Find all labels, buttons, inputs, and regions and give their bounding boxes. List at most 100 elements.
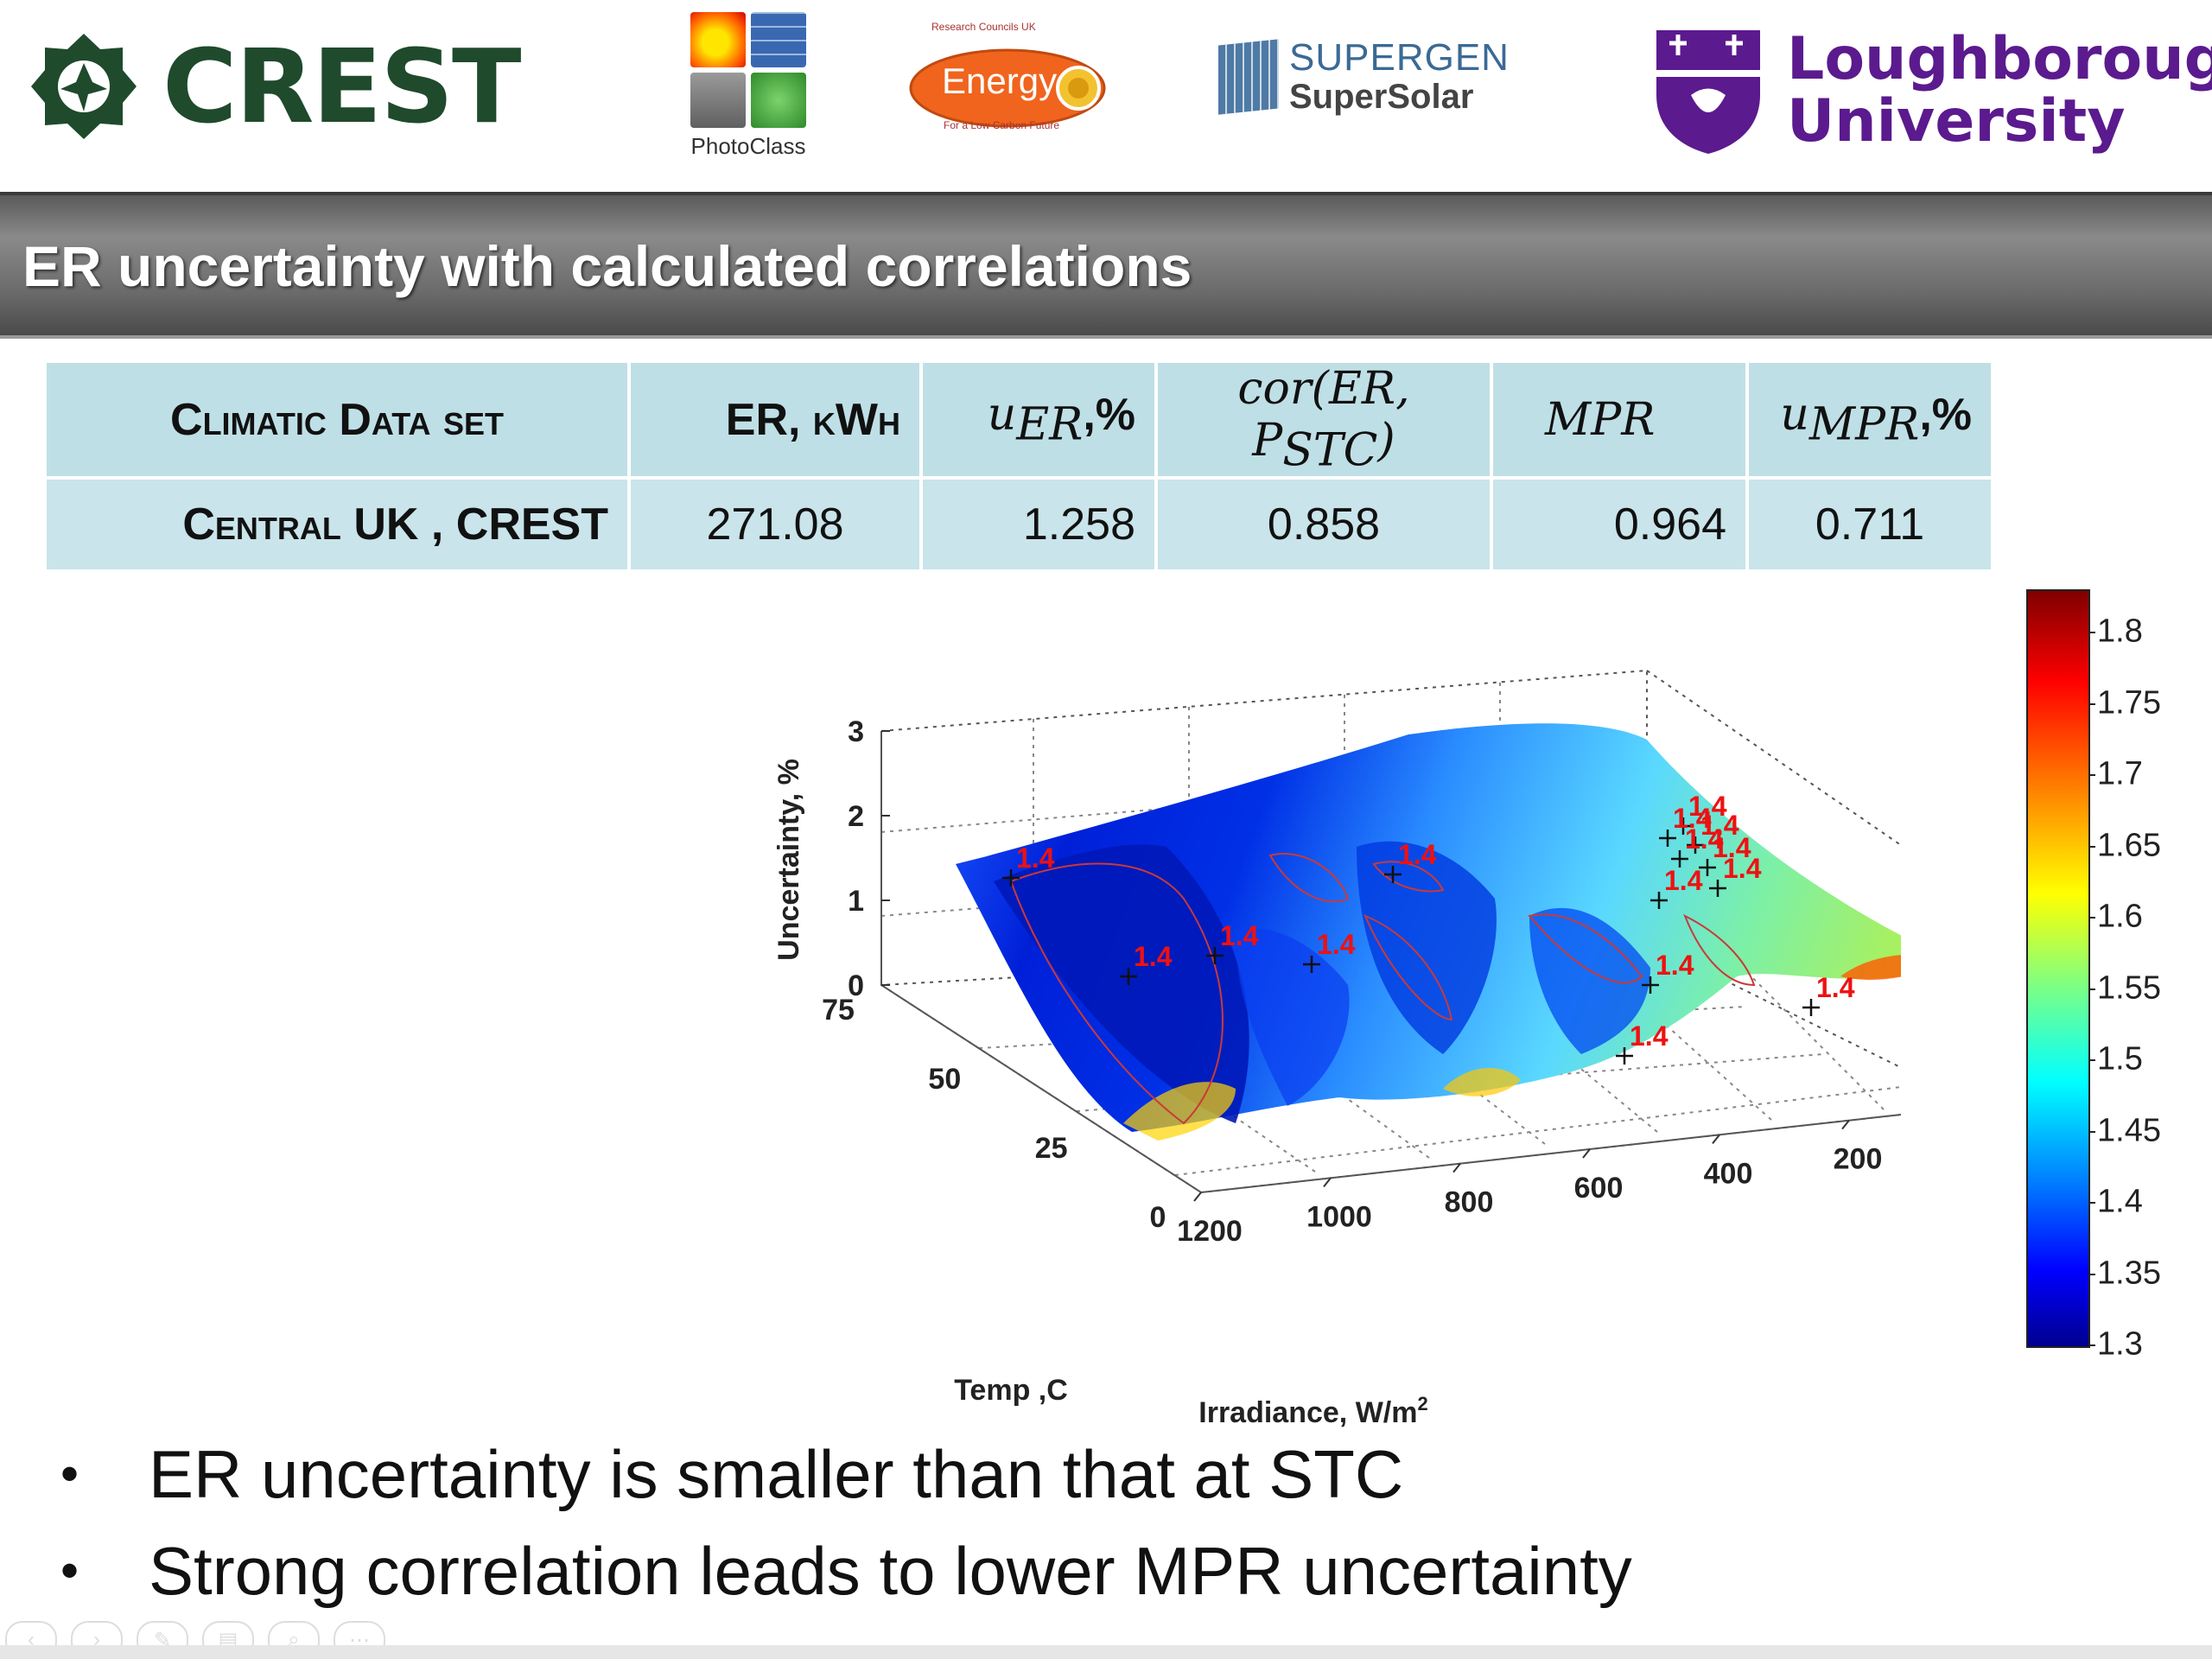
contour-label: 1.4 [1713,832,1751,863]
logo-header: CREST PhotoClass Energy Research Council… [0,0,2212,190]
contour-label: 1.4 [1317,929,1356,960]
z-tick-label: 2 [848,800,864,833]
colorbar-tick-mark [2088,702,2095,705]
cell-u-er: 1.258 [923,480,1154,570]
contour-label: 1.4 [1664,865,1703,896]
contour-label: 1.4 [1700,810,1739,841]
colorbar-tick-label: 1.6 [2097,898,2143,935]
irradiance-tick-label: 600 [1574,1172,1624,1205]
irradiance-tick-label: 800 [1445,1186,1494,1219]
photoclass-logo: PhotoClass [688,12,809,160]
slide-title: ER uncertainty with calculated correlati… [22,234,1192,298]
colorbar-tick-mark [2088,1130,2095,1133]
bullet-list: • ER uncertainty is smaller than that at … [60,1426,1632,1619]
colorbar-tick-label: 1.7 [2097,755,2143,792]
irradiance-tick-label: 400 [1704,1157,1753,1190]
contour-marker: 1.4 [1303,929,1356,973]
colorbar-tick-mark [2088,632,2095,634]
colorbar-tick-mark [2088,1344,2095,1346]
energy-top-text: Research Councils UK [931,21,1036,33]
contour-marker: 1.4 [1687,810,1739,854]
contour-marker: 1.4 [1659,803,1712,847]
loughborough-line1: Loughborough [1787,25,2212,93]
z-tick-label: 1 [848,885,864,918]
colorbar-tick-label: 1.35 [2097,1255,2161,1292]
irradiance-tick-label: 200 [1834,1143,1883,1176]
header-climatic: Climatic Data set [47,363,627,477]
colorbar-tick-mark [2088,1059,2095,1062]
colorbar-tick-label: 1.55 [2097,969,2161,1007]
loughborough-line2: University [1787,87,2126,156]
header-u-mpr: uMPR,% [1749,363,1991,477]
bullet-dot-icon: • [60,1541,79,1599]
university-shield-icon [1656,30,1760,154]
contour-marker: 1.4 [1699,832,1751,876]
energy-label: Energy [942,60,1058,101]
header-mpr: MPR [1493,363,1745,477]
crest-wordmark: CREST [162,27,522,146]
colorbar-tick-mark [2088,1202,2095,1205]
colorbar-tick-label: 1.3 [2097,1325,2143,1363]
colorbar-tick-label: 1.75 [2097,684,2161,721]
temp-tick-label: 50 [928,1063,961,1096]
uncertainty-surface-chart: 1.41.41.4 1.41.41.41.41.41.41.41.41.41.41… [772,669,1901,1429]
contour-marker: 1.4 [1616,1020,1669,1065]
table-header-row: Climatic Data set ER, kWh uER,% cor(ER, … [47,363,1991,477]
colorbar-tick-mark [2088,988,2095,990]
header-er: ER, kWh [631,363,919,477]
crest-logo: CREST [28,26,522,147]
contour-markers: 1.41.41.4 1.41.41.41.41.41.41.41.41.41.41… [1002,791,1855,1065]
contour-label: 1.4 [1685,823,1724,855]
colorbar-tick-mark [2088,774,2095,777]
y-axis-label: Irradiance, W/m2 [1198,1393,1427,1429]
results-table: Climatic Data set ER, kWh uER,% cor(ER, … [43,359,1994,573]
cell-correlation: 0.858 [1158,480,1490,570]
colorbar-tick-label: 1.8 [2097,613,2143,650]
contour-marker: 1.4 [1206,920,1259,964]
contour-label: 1.4 [1656,950,1694,981]
temp-tick-label: 0 [1150,1201,1166,1234]
contour-label: 1.4 [1816,972,1855,1003]
colorbar-tick-mark [2088,917,2095,919]
loughborough-logo: Loughborough University [1652,26,2212,156]
cell-u-mpr: 0.711 [1749,480,1991,570]
bottom-strip [0,1645,2212,1659]
colorbar-tick-mark [2088,1273,2095,1275]
surface [956,723,1901,1141]
header-correlation: cor(ER, PSTC) [1158,363,1490,477]
contour-lines [1009,853,1756,1125]
table-row: Central UK , CREST 271.08 1.258 0.858 0.… [47,480,1991,570]
z-axis-label: Uncertainty, % [772,759,805,961]
header-u-er: uER,% [923,363,1154,477]
axis-ticks: 01230255075120010008006004002000 [822,715,1883,1248]
cell-mpr: 0.964 [1493,480,1745,570]
contour-marker: 1.4 [1002,842,1055,887]
supergen-line2: SuperSolar [1289,78,1474,116]
slide-title-bar: ER uncertainty with calculated correlati… [0,192,2212,339]
contour-marker: 1.4 [1120,941,1173,985]
contour-marker: 1.4 [1671,823,1724,868]
energy-badge-icon [909,48,1106,128]
solar-panel-icon [1218,39,1279,115]
crest-emblem-icon [31,34,137,139]
colorbar-tick-mark [2088,845,2095,848]
irradiance-tick-label: 1000 [1306,1200,1372,1233]
supergen-logo: SUPERGEN SuperSolar [1218,38,1510,116]
colorbar-tick-label: 1.65 [2097,827,2161,864]
cell-climatic: Central UK , CREST [47,480,627,570]
supergen-line1: SUPERGEN [1289,36,1510,79]
contour-label: 1.4 [1134,941,1173,972]
contour-label: 1.4 [1688,791,1727,822]
contour-label: 1.4 [1723,853,1762,884]
contour-label: 1.4 [1016,842,1055,874]
temp-tick-label: 75 [822,994,855,1027]
energy-logo: Energy Research Councils UK For a Low Ca… [906,21,1122,149]
colorbar-ticks: 1.8 1.75 1.7 1.65 1.6 1.55 1.5 1.45 1.4 1.35 1.3 [2088,589,2192,1363]
contour-label: 1.4 [1398,839,1437,870]
contour-marker: 1.4 [1650,865,1703,909]
contour-marker: 1.4 [1384,839,1437,883]
energy-bottom-text: For a Low Carbon Future [944,119,1060,131]
contour-marker: 1.4 [1675,791,1727,835]
colorbar-tick-label: 1.5 [2097,1040,2143,1077]
colorbar-tick-label: 1.45 [2097,1112,2161,1149]
